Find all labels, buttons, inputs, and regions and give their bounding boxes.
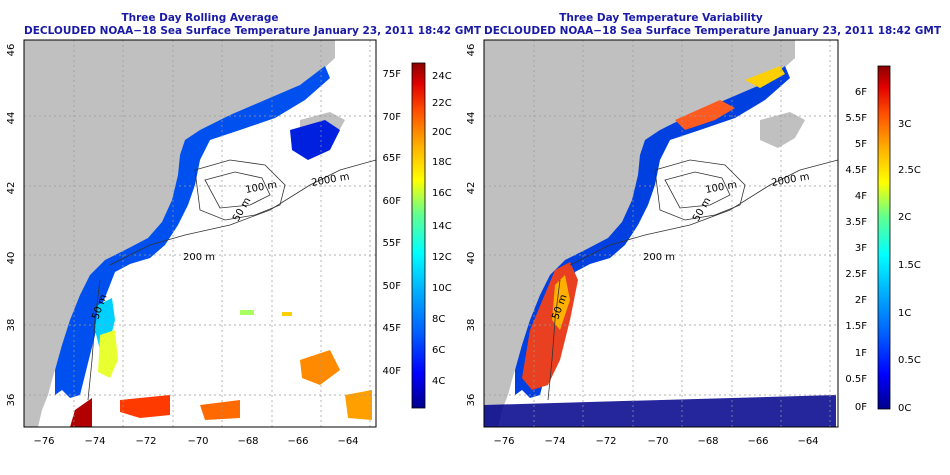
colorbar-label-c: 18C: [432, 157, 452, 168]
colorbar-label-c: 2.5C: [898, 165, 921, 176]
colorbar-label-c: 22C: [432, 98, 452, 109]
lon-tick-labels: −76 −74 −72 −70 −68 −66 −64: [493, 436, 818, 447]
colorbar-label-f: 3.5F: [845, 217, 867, 228]
lat-tick: 38: [6, 319, 17, 332]
colorbar-label-c: 2C: [898, 212, 911, 223]
colorbar-label-c: 6C: [432, 345, 445, 356]
lon-tick: −76: [33, 436, 54, 447]
colorbar-label-c: 8C: [432, 314, 445, 325]
lon-tick: −66: [287, 436, 308, 447]
colorbar-label-f: 4F: [855, 191, 867, 202]
colorbar-label-c: 1.5C: [898, 260, 921, 271]
colorbar-celsius-labels: 3C 2.5C 2C 1.5C 1C 0.5C 0C: [898, 119, 921, 414]
right-panel-title: Three Day Temperature Variability: [559, 12, 763, 24]
colorbar-label-f: 6F: [855, 87, 867, 98]
colorbar-label-c: 0.5C: [898, 355, 921, 366]
colorbar-label-f: 2.5F: [845, 269, 867, 280]
bathymetry-contours: [87, 159, 376, 401]
colorbar-label-c: 24C: [432, 71, 452, 82]
sst-coastal-band: [55, 66, 330, 398]
lat-tick-labels: 36 38 40 42 44 46: [6, 44, 17, 407]
colorbar-label-f: 0.5F: [845, 374, 867, 385]
colorbar-label-f: 3F: [855, 243, 867, 254]
lat-tick: 46: [6, 44, 17, 57]
lon-tick: −64: [797, 436, 818, 447]
land-mass: [484, 40, 795, 427]
colorbar-label-f: 1.5F: [845, 321, 867, 332]
colorbar-fahrenheit-labels: 6F 5.5F 5F 4.5F 4F 3.5F 3F 2.5F 2F 1.5F …: [845, 87, 867, 413]
contour-label-200m: 200 m: [643, 252, 675, 263]
colorbar-gradient: [877, 65, 891, 410]
lat-tick-labels: 36 38 40 42 44 46: [466, 44, 477, 407]
colorbar-label-c: 10C: [432, 283, 452, 294]
lon-tick: −72: [135, 436, 156, 447]
lon-tick: −68: [697, 436, 718, 447]
colorbar-label-f: 4.5F: [845, 165, 867, 176]
colorbar-label-f: 5F: [855, 139, 867, 150]
lon-tick: −66: [747, 436, 768, 447]
colorbar-label-c: 1C: [898, 308, 911, 319]
lat-tick: 36: [6, 394, 17, 407]
right-map: 100 m 50 m 200 m 2000 m 50 m −76 −74 −72…: [466, 39, 921, 447]
colorbar-label-c: 16C: [432, 188, 452, 199]
lon-tick-labels: −76 −74 −72 −70 −68 −66 −64: [33, 436, 358, 447]
lon-tick: −74: [84, 436, 105, 447]
lat-tick: 38: [466, 319, 477, 332]
lat-tick: 42: [6, 182, 17, 195]
left-panel: Three Day Rolling Average DECLOUDED NOAA…: [6, 12, 481, 447]
colorbar-label-f: 50F: [383, 281, 402, 292]
colorbar-label-f: 1F: [855, 348, 867, 359]
lat-tick: 36: [466, 394, 477, 407]
colorbar-label-c: 20C: [432, 127, 452, 138]
lon-tick: −72: [595, 436, 616, 447]
lon-tick: −68: [237, 436, 258, 447]
colorbar-label-c: 14C: [432, 221, 452, 232]
left-panel-subtitle: DECLOUDED NOAA−18 Sea Surface Temperatur…: [24, 25, 481, 37]
colorbar-label-f: 45F: [383, 323, 402, 334]
right-panel: Three Day Temperature Variability DECLOU…: [460, 0, 950, 475]
colorbar-label-f: 40F: [383, 366, 402, 377]
colorbar-celsius-labels: 24C 22C 20C 18C 16C 14C 12C 10C 8C 6C 4C: [432, 71, 452, 387]
lat-tick: 44: [466, 112, 477, 125]
contour-label-100m: 100 m: [245, 180, 278, 196]
lon-tick: −64: [337, 436, 358, 447]
contour-label-100m: 100 m: [705, 180, 738, 196]
colorbar-label-c: 4C: [432, 376, 445, 387]
lat-tick: 44: [6, 112, 17, 125]
colorbar-label-f: 5.5F: [845, 113, 867, 124]
lon-tick: −76: [493, 436, 514, 447]
colorbar-label-f: 55F: [383, 238, 402, 249]
colorbar-label-f: 65F: [383, 153, 402, 164]
contour-label-200m: 200 m: [183, 252, 215, 263]
colorbar-label-f: 60F: [383, 196, 402, 207]
colorbar-label-c: 3C: [898, 119, 911, 130]
lat-tick: 42: [466, 182, 477, 195]
colorbar-label-f: 2F: [855, 295, 867, 306]
right-panel-subtitle: DECLOUDED NOAA−18 Sea Surface Temperatur…: [484, 25, 941, 37]
lat-tick: 40: [6, 252, 17, 265]
left-map: 100 m 50 m 200 m 2000 m 50 m −76 −74 −72…: [6, 39, 452, 447]
lat-tick: 46: [466, 44, 477, 57]
sst-warm-patch: [98, 330, 118, 378]
bathymetry-contours: [547, 159, 838, 401]
lon-tick: −70: [187, 436, 208, 447]
colorbar-label-c: 0C: [898, 403, 911, 414]
colorbar-label-f: 75F: [383, 69, 402, 80]
colorbar-label-f: 0F: [855, 402, 867, 413]
lon-tick: −74: [544, 436, 565, 447]
land-mass: [24, 40, 335, 427]
lat-tick: 40: [466, 252, 477, 265]
colorbar-fahrenheit-labels: 75F 70F 65F 60F 55F 50F 45F 40F: [383, 69, 402, 377]
colorbar-gradient: [411, 62, 426, 409]
colorbar-label-f: 70F: [383, 112, 402, 123]
lon-tick: −70: [647, 436, 668, 447]
left-panel-title: Three Day Rolling Average: [121, 12, 279, 24]
colorbar-label-c: 12C: [432, 252, 452, 263]
